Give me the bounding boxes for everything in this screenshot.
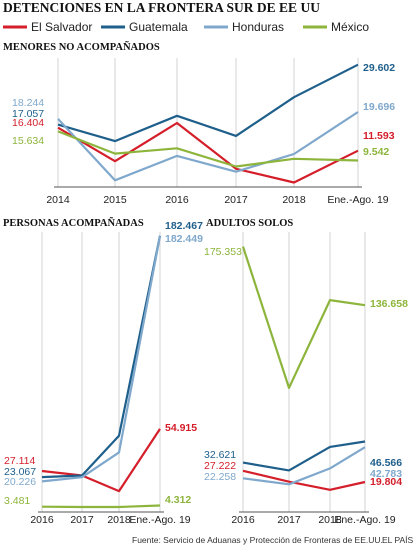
x-tick-label-adultos-solos-3: Ene.-Ago. 19 bbox=[334, 514, 395, 526]
series-line-adultos-solos-guatemala bbox=[242, 440, 366, 472]
data-label-start-adultos-solos-honduras: 22.258 bbox=[204, 471, 236, 483]
series-line-personas-acompanadas-guatemala bbox=[41, 235, 162, 479]
panel-title-adultos: ADULTOS SOLOS bbox=[206, 218, 293, 229]
x-tick-label-menores-no-acompanados-5: Ene.-Ago. 19 bbox=[327, 194, 388, 206]
series-line-menores-no-acompanados-el-salvador bbox=[57, 121, 359, 184]
data-label-end-menores-no-acompanados-mexico: 9.542 bbox=[363, 146, 389, 158]
x-tick-label-personas-acompanadas-1: 2017 bbox=[70, 514, 94, 526]
x-tick-label-personas-acompanadas-0: 2016 bbox=[30, 514, 54, 526]
data-label-start-personas-acompanadas-mexico: 3.481 bbox=[4, 495, 30, 507]
data-label-start-adultos-solos-el-salvador: 27.222 bbox=[204, 460, 236, 472]
data-label-end-personas-acompanadas-honduras: 182.449 bbox=[165, 233, 203, 245]
source-note: Fuente: Servicio de Aduanas y Protección… bbox=[132, 535, 383, 545]
x-tick-label-menores-no-acompanados-0: 2014 bbox=[46, 194, 70, 206]
series-line-personas-acompanadas-mexico bbox=[41, 504, 161, 509]
data-label-start-menores-no-acompanados-honduras: 18.244 bbox=[12, 97, 44, 109]
data-label-end-menores-no-acompanados-el-salvador: 11.593 bbox=[363, 130, 395, 142]
data-label-start-menores-no-acompanados-guatemala: 17.057 bbox=[12, 108, 44, 120]
panel-title-acompanadas: PERSONAS ACOMPAÑADAS bbox=[3, 217, 144, 229]
series-line-menores-no-acompanados-honduras bbox=[57, 111, 359, 182]
x-tick-label-adultos-solos-0: 2016 bbox=[231, 514, 255, 526]
legend-label-honduras: Honduras bbox=[232, 20, 284, 34]
data-label-start-personas-acompanadas-guatemala: 23.067 bbox=[4, 466, 36, 478]
data-label-end-adultos-solos-guatemala: 46.566 bbox=[370, 457, 402, 469]
series-line-personas-acompanadas-honduras bbox=[41, 235, 162, 483]
x-tick-label-adultos-solos-1: 2017 bbox=[277, 514, 301, 526]
legend-label-guatemala: Guatemala bbox=[129, 20, 188, 34]
series-line-adultos-solos-mexico bbox=[241, 246, 366, 389]
data-label-end-adultos-solos-honduras: 42.783 bbox=[370, 468, 402, 480]
data-label-start-personas-acompanadas-el-salvador: 27.114 bbox=[4, 455, 35, 467]
x-tick-label-menores-no-acompanados-3: 2017 bbox=[224, 194, 248, 206]
credit: EL PAÍS bbox=[382, 535, 414, 545]
x-tick-label-personas-acompanadas-3: Ene.-Ago. 19 bbox=[129, 514, 190, 526]
x-tick-label-menores-no-acompanados-2: 2016 bbox=[165, 194, 189, 206]
series-line-personas-acompanadas-el-salvador bbox=[41, 428, 161, 493]
data-label-start-personas-acompanadas-honduras: 20.226 bbox=[4, 476, 36, 488]
x-tick-label-menores-no-acompanados-4: 2018 bbox=[282, 194, 306, 206]
legend: El Salvador Guatemala Honduras México bbox=[3, 20, 369, 34]
legend-label-el-salvador: El Salvador bbox=[31, 20, 92, 34]
panel-title-menores: MENORES NO ACOMPAÑADOS bbox=[3, 41, 160, 53]
data-label-start-menores-no-acompanados-el-salvador: 16.404 bbox=[12, 117, 44, 129]
data-label-start-adultos-solos-guatemala: 32.621 bbox=[204, 449, 236, 461]
data-label-end-personas-acompanadas-mexico: 4.312 bbox=[165, 494, 191, 506]
data-label-end-personas-acompanadas-el-salvador: 54.915 bbox=[165, 422, 197, 434]
series-line-adultos-solos-el-salvador bbox=[242, 469, 366, 491]
series-line-menores-no-acompanados-guatemala bbox=[57, 63, 359, 143]
data-label-end-menores-no-acompanados-honduras: 19.696 bbox=[363, 101, 395, 113]
series-line-menores-no-acompanados-mexico bbox=[57, 130, 359, 168]
data-label-start-menores-no-acompanados-mexico: 15.634 bbox=[12, 135, 44, 147]
data-label-start-adultos-solos-mexico: 175.353 bbox=[204, 246, 242, 258]
data-label-end-personas-acompanadas-guatemala: 182.467 bbox=[165, 220, 203, 232]
data-label-end-adultos-solos-el-salvador: 19.804 bbox=[370, 476, 402, 488]
data-label-end-adultos-solos-mexico: 136.658 bbox=[370, 298, 408, 310]
legend-label-mexico: México bbox=[331, 20, 369, 34]
plots: 2014 2015 2016 2017 2018 Ene.-Ago. 1916.40411… bbox=[4, 58, 408, 526]
x-tick-label-menores-no-acompanados-1: 2015 bbox=[103, 194, 127, 206]
x-tick-label-personas-acompanadas-2: 2018 bbox=[107, 514, 131, 526]
x-tick-label-adultos-solos-2: 2018 bbox=[318, 514, 342, 526]
series-line-adultos-solos-honduras bbox=[242, 446, 366, 486]
page-title: DETENCIONES EN LA FRONTERA SUR DE EE UU bbox=[3, 0, 320, 15]
data-label-end-menores-no-acompanados-guatemala: 29.602 bbox=[363, 62, 395, 74]
